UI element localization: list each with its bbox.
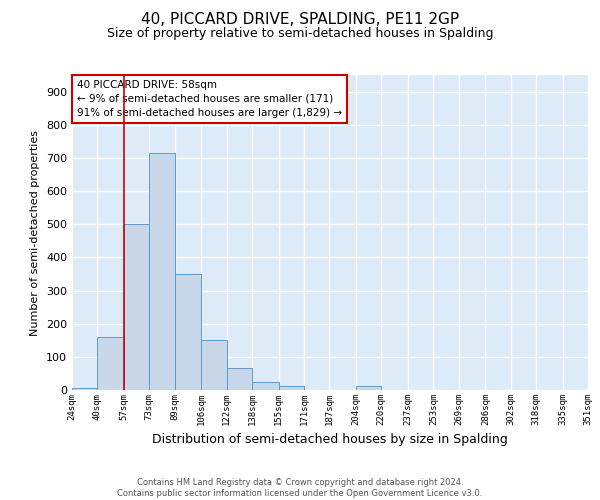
Bar xyxy=(124,224,149,390)
Text: Size of property relative to semi-detached houses in Spalding: Size of property relative to semi-detach… xyxy=(107,28,493,40)
Text: Contains HM Land Registry data © Crown copyright and database right 2024.
Contai: Contains HM Land Registry data © Crown c… xyxy=(118,478,482,498)
Bar xyxy=(175,274,202,390)
X-axis label: Distribution of semi-detached houses by size in Spalding: Distribution of semi-detached houses by … xyxy=(152,434,508,446)
Text: 40, PICCARD DRIVE, SPALDING, PE11 2GP: 40, PICCARD DRIVE, SPALDING, PE11 2GP xyxy=(141,12,459,28)
Bar xyxy=(227,368,252,390)
Bar xyxy=(252,382,279,390)
Bar xyxy=(202,340,227,390)
Bar xyxy=(72,388,97,390)
Y-axis label: Number of semi-detached properties: Number of semi-detached properties xyxy=(31,130,40,336)
Text: 40 PICCARD DRIVE: 58sqm
← 9% of semi-detached houses are smaller (171)
91% of se: 40 PICCARD DRIVE: 58sqm ← 9% of semi-det… xyxy=(77,80,342,118)
Bar xyxy=(356,386,381,390)
Bar xyxy=(97,337,124,390)
Bar xyxy=(279,386,304,390)
Bar xyxy=(149,153,175,390)
